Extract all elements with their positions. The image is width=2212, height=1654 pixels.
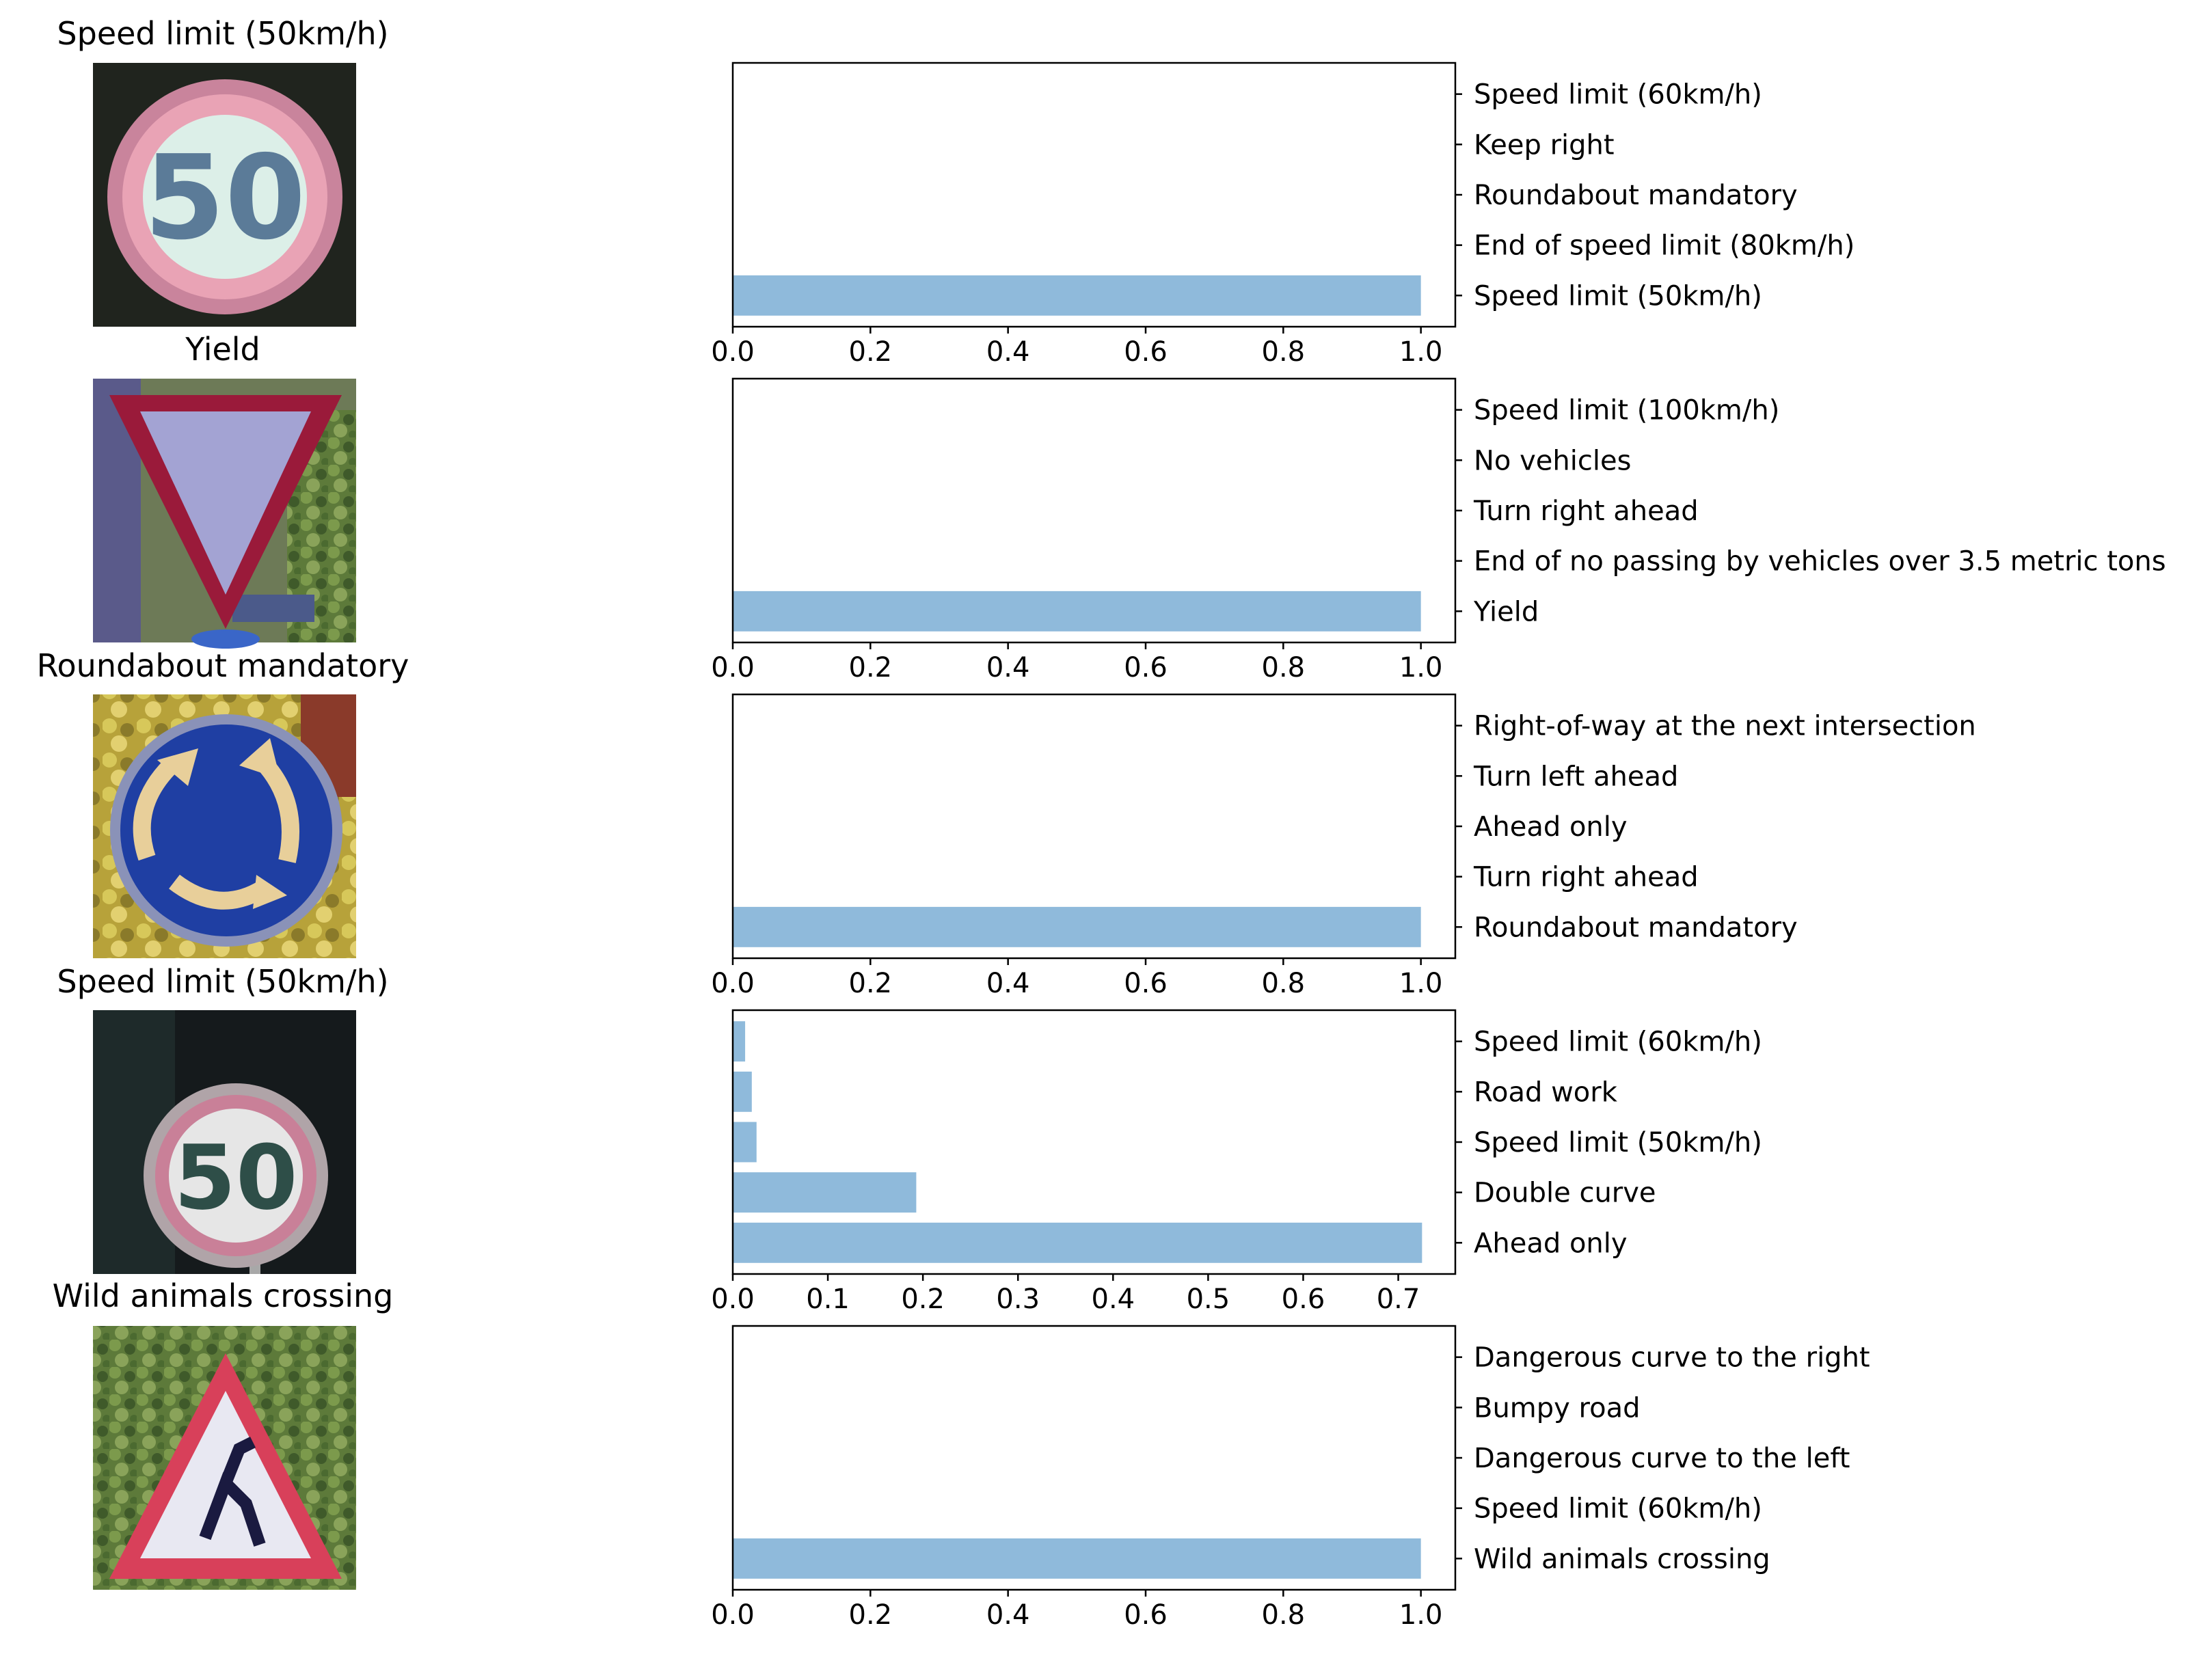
xtick-label-2-1: 0.2: [849, 968, 893, 999]
bar-2-0: [733, 906, 1421, 947]
category-label-2-2: Ahead only: [1474, 811, 1628, 843]
xtick-label-4-0: 0.0: [711, 1599, 755, 1631]
svg-text:50: 50: [144, 131, 306, 266]
category-label-2-0: Roundabout mandatory: [1474, 912, 1798, 943]
xtick-label-0-5: 1.0: [1399, 336, 1443, 368]
category-label-2-3: Turn left ahead: [1473, 761, 1678, 792]
xtick-label-3-7: 0.7: [1377, 1284, 1420, 1315]
bar-3-0: [733, 1222, 1422, 1263]
category-label-4-1: Speed limit (60km/h): [1474, 1493, 1762, 1525]
chart-1: Yield End of no passing by vehicles over …: [711, 377, 2166, 683]
category-label-4-4: Dangerous curve to the right: [1474, 1342, 1870, 1374]
xtick-label-1-5: 1.0: [1399, 652, 1443, 683]
category-label-1-0: Yield: [1473, 596, 1539, 627]
category-label-3-1: Double curve: [1474, 1178, 1656, 1209]
category-label-0-2: Roundabout mandatory: [1474, 180, 1798, 211]
sign-title-4: Wild animals crossing: [53, 1277, 394, 1314]
category-label-0-3: Keep right: [1474, 129, 1615, 161]
category-label-2-4: Right-of-way at the next intersection: [1474, 711, 1976, 742]
panel-1: Yield Yield End of no passing by vehicles…: [93, 331, 2166, 683]
xtick-label-3-6: 0.6: [1282, 1284, 1325, 1315]
xtick-label-1-1: 0.2: [849, 652, 893, 683]
category-label-2-1: Turn right ahead: [1473, 862, 1699, 893]
xtick-label-4-4: 0.8: [1262, 1599, 1306, 1631]
wild-animals-sign: [93, 1326, 356, 1590]
xtick-label-3-2: 0.2: [901, 1284, 945, 1315]
sign-title-3: Speed limit (50km/h): [57, 963, 388, 1000]
xtick-label-0-1: 0.2: [849, 336, 893, 368]
category-label-0-1: End of speed limit (80km/h): [1474, 230, 1854, 262]
category-label-4-2: Dangerous curve to the left: [1474, 1443, 1850, 1474]
bar-0-0: [733, 275, 1421, 316]
xtick-label-2-0: 0.0: [711, 968, 755, 999]
xtick-label-4-3: 0.6: [1124, 1599, 1168, 1631]
panel-3: Speed limit (50km/h) 50 Ahead only Double…: [57, 963, 1762, 1315]
xtick-label-0-4: 0.8: [1262, 336, 1306, 368]
speed-limit-50-sign: 50: [93, 63, 356, 327]
xtick-label-1-4: 0.8: [1262, 652, 1306, 683]
xtick-label-4-1: 0.2: [849, 1599, 893, 1631]
xtick-label-4-5: 1.0: [1399, 1599, 1443, 1631]
roundabout-sign: [93, 694, 356, 958]
xtick-label-0-3: 0.6: [1124, 336, 1168, 368]
xtick-label-3-3: 0.3: [996, 1284, 1040, 1315]
xtick-label-3-5: 0.5: [1187, 1284, 1230, 1315]
bar-3-4: [733, 1021, 746, 1062]
chart-3: Ahead only Double curve Speed limit (50km/…: [711, 1009, 1762, 1315]
chart-4: Wild animals crossing Speed limit (60km/h…: [711, 1325, 1870, 1631]
xtick-label-2-3: 0.6: [1124, 968, 1168, 999]
category-label-1-3: No vehicles: [1474, 445, 1631, 476]
category-label-0-4: Speed limit (60km/h): [1474, 79, 1762, 111]
bar-3-2: [733, 1122, 757, 1163]
sign-title-0: Speed limit (50km/h): [57, 15, 388, 52]
category-label-4-0: Wild animals crossing: [1474, 1543, 1770, 1575]
xtick-label-2-2: 0.4: [986, 968, 1030, 999]
category-label-3-2: Speed limit (50km/h): [1474, 1127, 1762, 1158]
bar-1-0: [733, 591, 1421, 632]
category-label-4-3: Bumpy road: [1474, 1392, 1640, 1424]
xtick-label-0-0: 0.0: [711, 336, 755, 368]
sign-title-2: Roundabout mandatory: [37, 647, 409, 684]
chart-0: Speed limit (50km/h) End of speed limit (…: [711, 62, 1854, 368]
xtick-label-1-2: 0.4: [986, 652, 1030, 683]
xtick-label-3-0: 0.0: [711, 1284, 755, 1315]
xtick-label-4-2: 0.4: [986, 1599, 1030, 1631]
svg-text:50: 50: [174, 1126, 298, 1230]
bar-3-3: [733, 1071, 752, 1112]
category-label-1-2: Turn right ahead: [1473, 496, 1699, 527]
bar-4-0: [733, 1538, 1421, 1579]
xtick-label-1-0: 0.0: [711, 652, 755, 683]
category-label-3-4: Speed limit (60km/h): [1474, 1027, 1762, 1058]
category-label-1-1: End of no passing by vehicles over 3.5 m…: [1474, 546, 2166, 578]
bar-3-1: [733, 1172, 917, 1213]
category-label-0-0: Speed limit (50km/h): [1474, 280, 1762, 312]
xtick-label-0-2: 0.4: [986, 336, 1030, 368]
panel-2: Roundabout mandatory Roundabout mandator…: [37, 647, 1976, 999]
panel-0: Speed limit (50km/h) 50 Speed limit (50k…: [57, 15, 1854, 368]
xtick-label-2-4: 0.8: [1262, 968, 1306, 999]
xtick-label-1-3: 0.6: [1124, 652, 1168, 683]
xtick-label-3-1: 0.1: [806, 1284, 850, 1315]
xtick-label-3-4: 0.4: [1092, 1284, 1135, 1315]
speed-limit-50-sign-dark: 50: [93, 1010, 356, 1274]
category-label-3-3: Road work: [1474, 1076, 1618, 1108]
chart-2: Roundabout mandatory Turn right ahead Ahea…: [711, 693, 1976, 999]
sign-title-1: Yield: [185, 331, 260, 368]
category-label-3-0: Ahead only: [1474, 1228, 1628, 1259]
xtick-label-2-5: 1.0: [1399, 968, 1443, 999]
category-label-1-4: Speed limit (100km/h): [1474, 395, 1779, 426]
panel-4: Wild animals crossing Wild animals cross…: [53, 1277, 1870, 1631]
yield-sign: [93, 379, 356, 649]
